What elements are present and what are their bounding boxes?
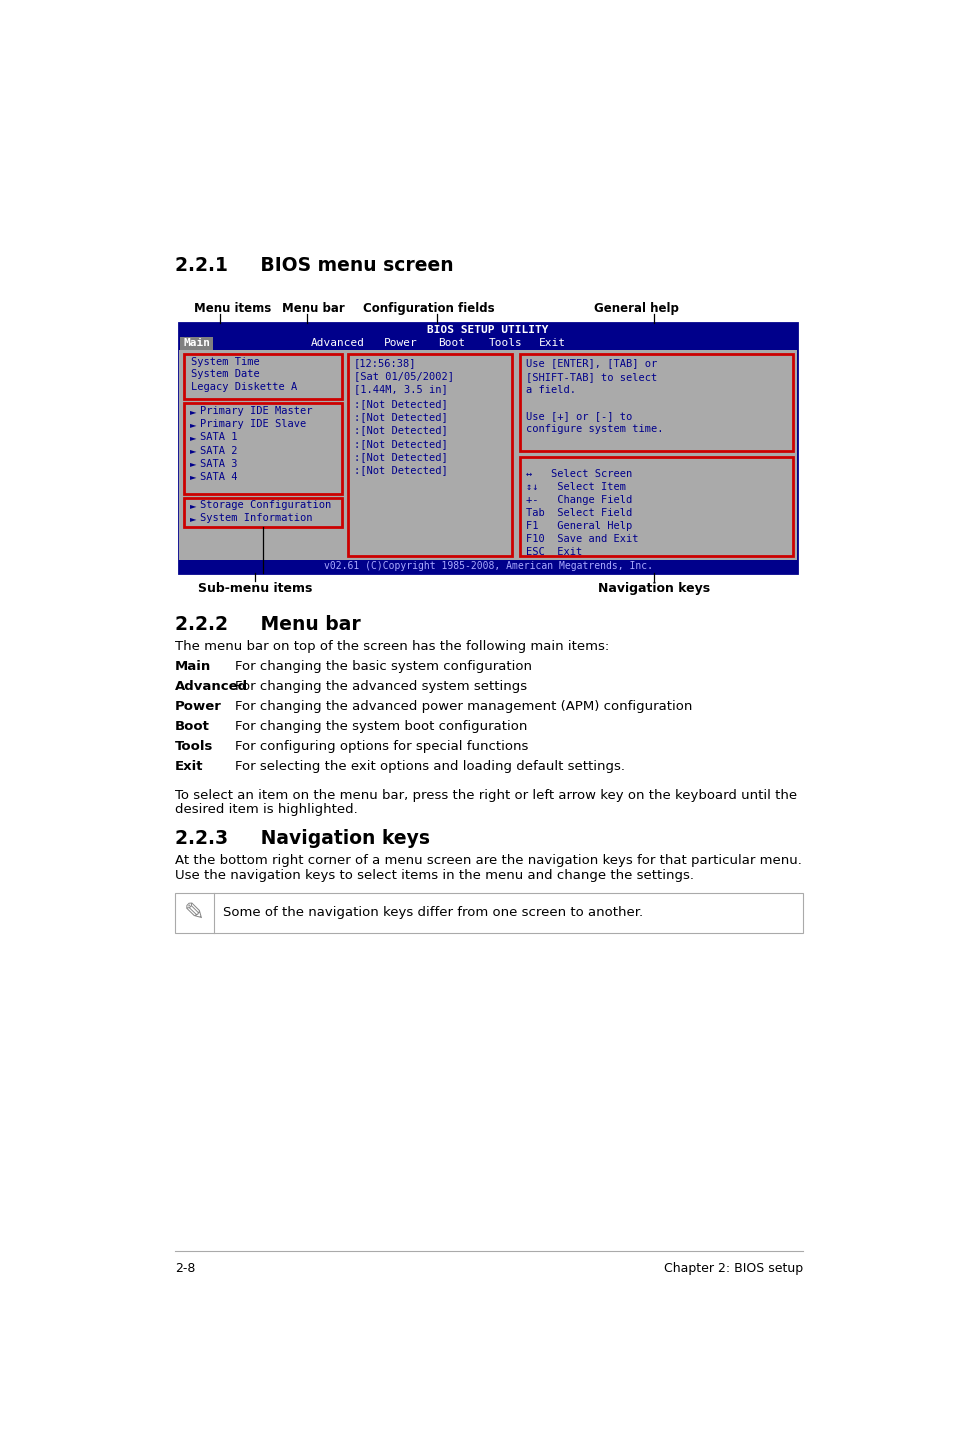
Text: [SHIFT-TAB] to select: [SHIFT-TAB] to select [525, 371, 657, 381]
Text: F10  Save and Exit: F10 Save and Exit [525, 533, 638, 544]
Text: ↔   Select Screen: ↔ Select Screen [525, 469, 632, 479]
Text: :[Not Detected]: :[Not Detected] [354, 439, 447, 449]
Text: Storage Configuration: Storage Configuration [199, 500, 331, 510]
Text: For changing the advanced power management (APM) configuration: For changing the advanced power manageme… [235, 700, 692, 713]
Text: ►: ► [190, 513, 196, 523]
Text: Power: Power [384, 338, 417, 348]
Text: General help: General help [594, 302, 679, 315]
Text: For configuring options for special functions: For configuring options for special func… [235, 741, 528, 754]
Text: +-   Change Field: +- Change Field [525, 495, 632, 505]
Text: :[Not Detected]: :[Not Detected] [354, 413, 447, 423]
Bar [174, 893, 802, 933]
Bar [180, 336, 213, 351]
Bar [519, 354, 792, 450]
Text: ✎: ✎ [184, 900, 205, 925]
Text: For changing the system boot configuration: For changing the system boot configurati… [235, 720, 527, 733]
Text: Sub-menu items: Sub-menu items [197, 582, 312, 595]
Text: Use [+] or [-] to: Use [+] or [-] to [525, 411, 632, 421]
Text: :[Not Detected]: :[Not Detected] [354, 464, 447, 475]
Text: Menu bar: Menu bar [282, 302, 344, 315]
Text: For selecting the exit options and loading default settings.: For selecting the exit options and loadi… [235, 761, 625, 774]
Text: Tools: Tools [488, 338, 522, 348]
Text: ESC  Exit: ESC Exit [525, 548, 581, 557]
Text: Boot: Boot [438, 338, 465, 348]
Text: ►: ► [190, 500, 196, 509]
Text: Some of the navigation keys differ from one screen to another.: Some of the navigation keys differ from … [223, 906, 642, 919]
Text: [1.44M, 3.5 in]: [1.44M, 3.5 in] [354, 384, 447, 394]
Text: System Date: System Date [191, 370, 259, 380]
Text: ↕↓   Select Item: ↕↓ Select Item [525, 482, 625, 492]
Text: :[Not Detected]: :[Not Detected] [354, 452, 447, 462]
Text: ►: ► [190, 459, 196, 469]
Text: Main: Main [174, 660, 211, 673]
Bar [184, 403, 342, 493]
Text: Chapter 2: BIOS setup: Chapter 2: BIOS setup [663, 1263, 802, 1276]
Text: Primary IDE Master: Primary IDE Master [199, 407, 312, 416]
Text: Configuration fields: Configuration fields [363, 302, 495, 315]
Bar [179, 324, 797, 572]
Text: System Time: System Time [191, 357, 259, 367]
Text: [12:56:38]: [12:56:38] [354, 358, 416, 368]
Text: Exit: Exit [538, 338, 566, 348]
Text: ►: ► [190, 407, 196, 416]
Text: Tab  Select Field: Tab Select Field [525, 508, 632, 518]
Text: Advanced: Advanced [174, 680, 248, 693]
Text: ►: ► [190, 420, 196, 429]
Text: For changing the basic system configuration: For changing the basic system configurat… [235, 660, 532, 673]
Text: System Information: System Information [199, 513, 312, 523]
Text: Use the navigation keys to select items in the menu and change the settings.: Use the navigation keys to select items … [174, 869, 694, 881]
Text: Power: Power [174, 700, 222, 713]
Text: 2.2.1     BIOS menu screen: 2.2.1 BIOS menu screen [174, 256, 454, 275]
Bar [348, 354, 512, 557]
Text: Navigation keys: Navigation keys [598, 582, 709, 595]
Text: SATA 1: SATA 1 [199, 433, 237, 443]
Text: SATA 2: SATA 2 [199, 446, 237, 456]
Text: Legacy Diskette A: Legacy Diskette A [191, 381, 296, 391]
Text: :[Not Detected]: :[Not Detected] [354, 426, 447, 436]
Text: Main: Main [183, 338, 210, 348]
Text: configure system time.: configure system time. [525, 424, 663, 434]
Text: [Sat 01/05/2002]: [Sat 01/05/2002] [354, 371, 454, 381]
Text: ►: ► [190, 433, 196, 441]
Text: 2-8: 2-8 [174, 1263, 195, 1276]
Text: Advanced: Advanced [311, 338, 364, 348]
Text: desired item is highlighted.: desired item is highlighted. [174, 804, 357, 817]
Text: Use [ENTER], [TAB] or: Use [ENTER], [TAB] or [525, 358, 657, 368]
Text: ►: ► [190, 472, 196, 482]
Text: To select an item on the menu bar, press the right or left arrow key on the keyb: To select an item on the menu bar, press… [174, 789, 797, 802]
Text: Menu items: Menu items [194, 302, 272, 315]
Text: BIOS SETUP UTILITY: BIOS SETUP UTILITY [427, 325, 548, 335]
Text: a field.: a field. [525, 385, 576, 394]
Text: The menu bar on top of the screen has the following main items:: The menu bar on top of the screen has th… [174, 640, 609, 653]
Text: For changing the advanced system settings: For changing the advanced system setting… [235, 680, 527, 693]
Text: Primary IDE Slave: Primary IDE Slave [199, 420, 306, 430]
Bar [179, 351, 797, 559]
Text: ►: ► [190, 446, 196, 454]
Bar [184, 354, 342, 398]
Text: 2.2.3     Navigation keys: 2.2.3 Navigation keys [174, 830, 430, 848]
Text: At the bottom right corner of a menu screen are the navigation keys for that par: At the bottom right corner of a menu scr… [174, 854, 801, 867]
Text: F1   General Help: F1 General Help [525, 521, 632, 531]
Bar [519, 457, 792, 557]
Bar [184, 498, 342, 526]
Text: SATA 4: SATA 4 [199, 472, 237, 482]
Text: 2.2.2     Menu bar: 2.2.2 Menu bar [174, 614, 360, 634]
Text: SATA 3: SATA 3 [199, 459, 237, 469]
Text: Tools: Tools [174, 741, 213, 754]
Text: :[Not Detected]: :[Not Detected] [354, 400, 447, 410]
Text: Exit: Exit [174, 761, 203, 774]
Text: Boot: Boot [174, 720, 210, 733]
Text: v02.61 (C)Copyright 1985-2008, American Megatrends, Inc.: v02.61 (C)Copyright 1985-2008, American … [323, 561, 652, 571]
